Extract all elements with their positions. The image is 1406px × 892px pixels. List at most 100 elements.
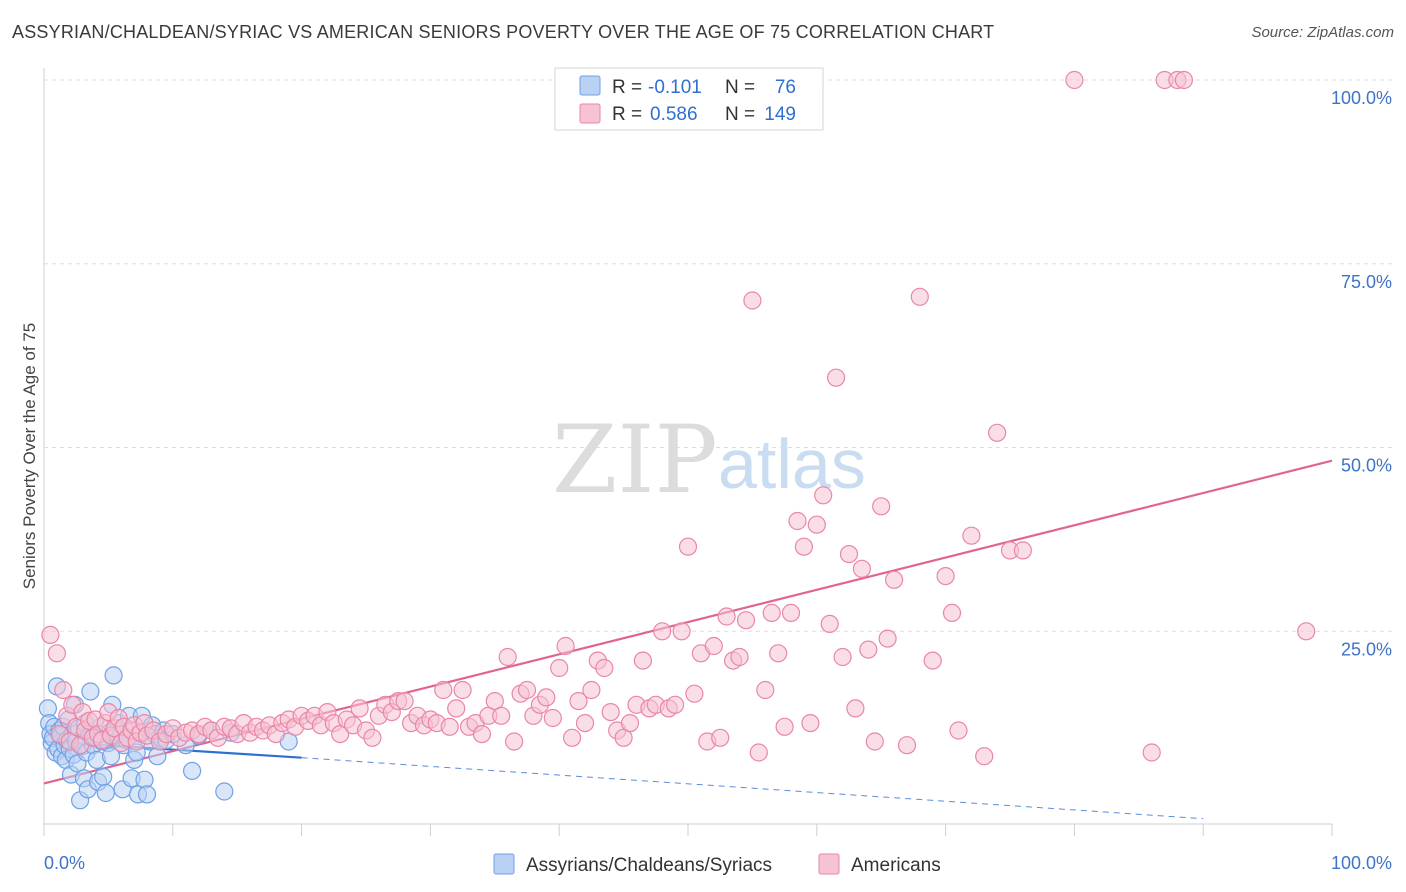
gridlines	[44, 79, 1392, 632]
american-point	[1174, 70, 1194, 90]
assyrian-point	[215, 782, 234, 801]
american-point	[942, 603, 962, 623]
american-point	[1142, 743, 1161, 762]
y-tick-label: 25.0%	[1341, 639, 1392, 659]
american-point	[562, 728, 582, 747]
x-tick-marks	[43, 824, 1333, 836]
y-tick-label: 75.0%	[1341, 272, 1392, 292]
american-point	[781, 603, 801, 623]
assyrian-point	[94, 767, 113, 786]
american-point	[762, 603, 781, 623]
american-point	[453, 680, 472, 700]
american-point	[730, 647, 749, 667]
american-point	[575, 713, 595, 733]
american-point	[949, 721, 968, 740]
bottom-legend-swatch-blue	[493, 853, 515, 875]
american-point	[962, 526, 981, 545]
american-point	[775, 717, 794, 736]
american-point	[350, 699, 369, 718]
american-point	[492, 706, 511, 725]
bottom-legend-swatch-pink	[818, 853, 840, 875]
american-point	[1297, 622, 1316, 641]
american-point	[975, 747, 994, 766]
assyrian-point	[96, 783, 115, 803]
assyrian-point	[104, 666, 123, 685]
y-axis-label: Seniors Poverty Over the Age of 75	[20, 323, 39, 589]
series-legend: Assyrians/Chaldeans/Syriacs Americans	[493, 853, 941, 876]
american-point	[434, 680, 453, 700]
legend-swatch-blue	[579, 75, 601, 96]
watermark-atlas: atlas	[718, 425, 866, 503]
american-point	[801, 713, 820, 733]
american-point	[672, 622, 691, 641]
assyrian-trend-extension	[301, 757, 1204, 820]
y-tick-label: 100.0%	[1331, 88, 1392, 108]
american-point	[936, 566, 955, 586]
legend-r-label-pink: R =	[612, 104, 642, 125]
american-point	[54, 680, 73, 700]
legend-n-value-pink: 149	[764, 104, 796, 125]
bottom-legend-label-blue: Assyrians/Chaldeans/Syriacs	[526, 855, 772, 876]
american-point	[543, 708, 562, 728]
american-point	[794, 537, 814, 556]
source-label: Source: ZipAtlas.com	[1251, 24, 1394, 41]
american-point	[517, 680, 537, 700]
american-point	[498, 647, 517, 667]
chart-title: ASSYRIAN/CHALDEAN/SYRIAC VS AMERICAN SEN…	[12, 22, 995, 42]
american-point	[41, 625, 60, 645]
american-point	[910, 287, 929, 306]
american-point	[814, 486, 833, 505]
american-point	[504, 732, 524, 751]
legend-swatch-pink	[579, 103, 601, 124]
american-point	[756, 680, 775, 700]
assyrian-point	[148, 747, 167, 766]
american-point	[47, 644, 67, 663]
american-point	[653, 622, 672, 641]
american-point	[685, 684, 704, 703]
american-point	[923, 651, 942, 670]
american-point	[601, 702, 620, 722]
assyrian-point	[183, 761, 202, 781]
legend-n-label-pink: N =	[725, 104, 755, 125]
american-point	[395, 691, 414, 711]
american-point	[749, 743, 768, 762]
american-point	[769, 644, 788, 663]
american-point	[1013, 541, 1033, 560]
american-point	[743, 291, 762, 310]
american-point	[537, 688, 556, 707]
american-point	[1065, 70, 1084, 90]
american-point	[704, 636, 723, 656]
american-point	[807, 515, 826, 534]
american-point	[556, 636, 575, 656]
american-point	[447, 699, 466, 718]
american-point	[839, 544, 859, 564]
american-point	[826, 368, 846, 387]
x-tick-label-max: 100.0%	[1331, 853, 1392, 873]
american-point	[711, 728, 730, 747]
american-point	[820, 614, 839, 634]
american-point	[363, 728, 382, 747]
assyrian-point	[137, 785, 157, 804]
american-point	[620, 713, 640, 733]
x-tick-label-min: 0.0%	[44, 853, 85, 873]
american-point	[833, 647, 852, 667]
american-point	[550, 658, 569, 678]
legend-n-label-blue: N =	[725, 77, 755, 98]
american-point	[440, 717, 459, 736]
american-point	[788, 511, 807, 531]
american-point	[595, 658, 614, 678]
bottom-legend-label-pink: Americans	[851, 855, 941, 876]
american-point	[846, 699, 865, 718]
american-point	[859, 640, 878, 659]
american-point	[678, 537, 698, 556]
american-point	[736, 611, 756, 630]
american-point	[582, 680, 601, 700]
american-point	[472, 724, 491, 744]
american-point	[717, 607, 736, 626]
stats-legend: R = -0.101 N = 76 R = 0.586 N = 149	[554, 67, 824, 131]
assyrian-point	[135, 770, 154, 789]
legend-r-value-pink: 0.586	[650, 104, 698, 125]
american-point	[852, 559, 872, 578]
legend-r-value-blue: -0.101	[648, 77, 702, 98]
